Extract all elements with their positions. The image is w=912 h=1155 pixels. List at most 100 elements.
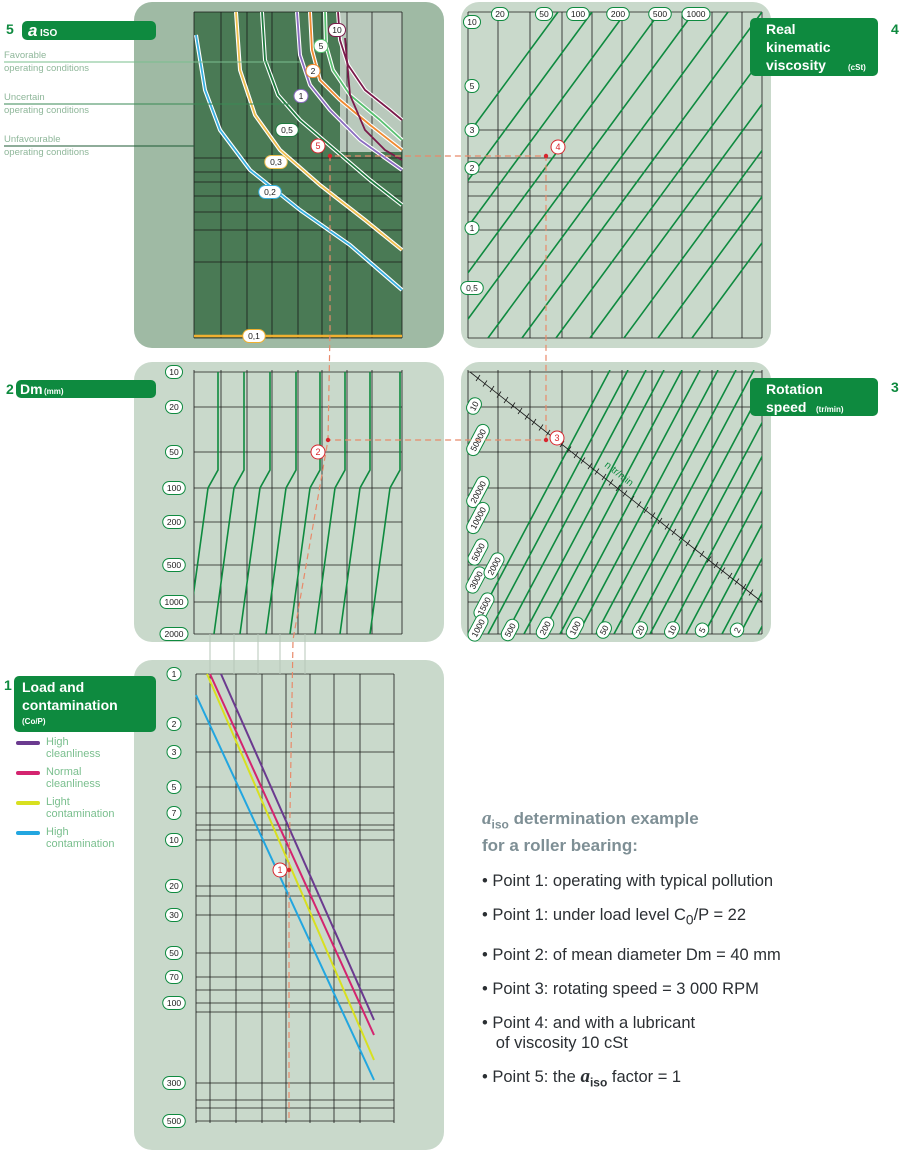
- example-points: 1 2 3 4 5: [272, 138, 566, 878]
- rot-diag: [667, 455, 762, 634]
- legend-swatch-2: [16, 801, 40, 805]
- note-item: Point 5: the aiso factor = 1: [482, 1066, 902, 1092]
- aiso-curve-label-2: 2: [311, 66, 316, 76]
- load-tick-2-bubble: [166, 717, 182, 731]
- rot-diag: [469, 370, 611, 634]
- dm-curve: [314, 372, 346, 634]
- note-text: factor = 1: [607, 1067, 682, 1086]
- condition-unfavourable-l2: operating conditions: [4, 147, 89, 158]
- rot-axis-tick: [615, 484, 621, 492]
- visc-left-tick-10: 10: [467, 17, 477, 27]
- aiso-curve-0,3: [235, 11, 403, 251]
- legend-label-line1-1: Normal: [46, 766, 81, 778]
- dm-curve: [194, 372, 219, 597]
- notes-title-rest: determination example: [508, 809, 699, 828]
- legend-label-line2-1: cleanliness: [46, 778, 101, 790]
- aiso-curve-label-0,5: 0,5: [281, 125, 293, 135]
- dm-curve: [289, 372, 321, 634]
- header-dm-num: 2: [6, 381, 14, 397]
- aiso-grid: [193, 11, 403, 339]
- point-4-label: 4: [555, 142, 560, 152]
- rot-axis-tick: [482, 380, 488, 387]
- dm-tick-200-bubble: [162, 515, 186, 529]
- rot-diag-label-2000: 2000: [483, 552, 505, 580]
- load-tick-100: 100: [167, 998, 181, 1008]
- rot-axis-tick: [657, 517, 663, 525]
- rot-diag-label-10: 10: [466, 397, 482, 415]
- aiso-curve-label-0,3-bubble: [264, 155, 288, 169]
- rot-diag-label-text-5000-bubble: [467, 538, 489, 566]
- rot-diag-label-text-500-bubble: [500, 618, 520, 642]
- rot-axis-tick: [643, 506, 649, 514]
- legend-label-line1-0: High: [46, 736, 69, 748]
- dm-tick-500: 500: [167, 560, 181, 570]
- aiso-curve-label-10-bubble: [328, 23, 346, 37]
- note-text: Point 1: operating with typical pollutio…: [492, 872, 774, 891]
- aiso-curve-5: [324, 11, 403, 141]
- header-visc-line1: Real: [766, 21, 796, 37]
- visc-top-tick-20: 20: [495, 9, 505, 19]
- load-tick-3-bubble: [166, 745, 182, 759]
- point-3-bubble: [549, 430, 565, 446]
- rot-diag: [541, 370, 683, 634]
- rot-axis-tick: [566, 446, 572, 453]
- panel-rotation: [461, 362, 771, 642]
- rot-diag: [685, 488, 762, 634]
- load-tick-7: 7: [172, 808, 177, 818]
- aiso-curve-label-0,1: 0,1: [248, 331, 260, 341]
- rot-diag: [487, 370, 629, 634]
- aiso-curve-label-5: 5: [319, 41, 324, 51]
- rot-axis-tick: [664, 523, 670, 530]
- dm-tick-50-bubble: [165, 445, 183, 459]
- rot-diag-label-text-20: 20: [634, 623, 647, 636]
- point-5-dot: [327, 153, 333, 159]
- rot-diag-label-1000: 1000: [467, 614, 489, 642]
- aiso-curve-label-0,1-bubble: [242, 329, 266, 343]
- load-tick-10: 10: [169, 835, 179, 845]
- load-tick-20: 20: [169, 881, 179, 891]
- condition-uncertain-l1: Uncertain: [4, 92, 45, 103]
- load-tick-10-bubble: [165, 833, 183, 847]
- header-rot-line1: Rotation: [766, 381, 823, 397]
- load-legend: HighcleanlinessNormalcleanlinessLightcon…: [16, 736, 115, 850]
- dm-tick-100-bubble: [162, 481, 186, 495]
- note-text: /P = 22: [693, 906, 747, 925]
- note-text: Point 4: and with a lubricant: [492, 1013, 696, 1032]
- rot-diag-label-text-50-bubble: [596, 621, 612, 639]
- rot-axis-tick: [496, 391, 502, 398]
- rot-diag-label-1500: 1500: [473, 592, 495, 620]
- condition-unfavourable-l1: Unfavourable: [4, 134, 61, 145]
- rot-axis-tick: [503, 396, 509, 404]
- point-3-label: 3: [554, 433, 559, 443]
- rot-axis-tick: [573, 451, 579, 459]
- aiso-curve-2: [309, 11, 403, 151]
- visc-top-tick-200: 200: [611, 9, 625, 19]
- rot-diag-label-20: 20: [632, 621, 648, 639]
- rot-diag-label-text-3000-bubble: [465, 566, 487, 594]
- dm-curve: [339, 372, 371, 634]
- header-rot-line2: speed: [766, 399, 806, 415]
- rot-diag-label-text-10: 10: [666, 623, 679, 636]
- point-4-bubble: [550, 139, 566, 155]
- note-text: Point 1: under load level C: [492, 906, 686, 925]
- visc-diag: [521, 12, 762, 338]
- aiso-curves: 0,1 0,2 0,3 0,5 1 2 5 10: [194, 11, 404, 343]
- dm-tick-10: 10: [169, 367, 179, 377]
- load-tick-1-bubble: [166, 667, 182, 681]
- load-tick-50: 50: [169, 948, 179, 958]
- header-load-line2: contamination: [22, 697, 118, 713]
- note-sub: 0: [685, 912, 694, 928]
- viscosity-grid: 20 50 100 200 500 1000 10 5 3 2 1 0,5: [460, 7, 763, 339]
- rot-diag-label-500: 500: [500, 618, 520, 642]
- rot-axis-tick: [685, 539, 691, 547]
- rot-axis-tick: [510, 402, 516, 409]
- note-text: Point 2: of mean diameter Dm = 40 mm: [492, 945, 781, 964]
- load-tick-30: 30: [169, 910, 179, 920]
- dm-curve: [369, 372, 401, 634]
- load-grid: 1 2 3 5 7 10 20 30 50 70 100 300 500: [162, 634, 395, 1128]
- rot-axis-tick: [545, 429, 551, 437]
- visc-left-tick-3-bubble: [464, 123, 480, 137]
- rot-diag-label-text-5-bubble: [694, 622, 710, 638]
- dm-tick-1000-bubble: [159, 595, 189, 609]
